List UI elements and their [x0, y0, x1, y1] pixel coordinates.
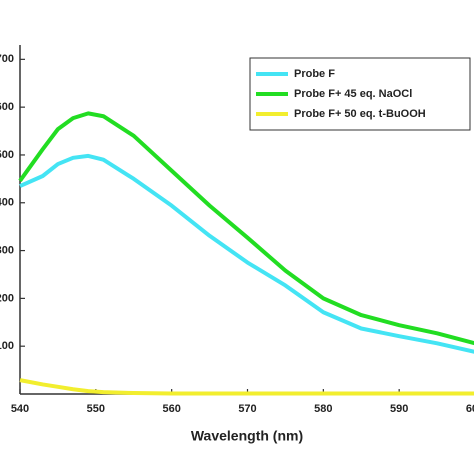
- data-line: [19, 378, 474, 396]
- legend-label: Probe F: [294, 68, 335, 80]
- x-tick-label: 590: [390, 403, 408, 415]
- y-tick-label: 200: [0, 292, 14, 304]
- legend-label: Probe F+ 50 eq. t-BuOOH: [294, 108, 426, 120]
- y-tick-label: 400: [0, 197, 14, 209]
- x-axis-title: Wavelength (nm): [191, 428, 303, 444]
- x-tick-label: 550: [87, 403, 105, 415]
- y-tick-label: 600: [0, 101, 14, 113]
- legend-label: Probe F+ 45 eq. NaOCl: [294, 88, 412, 100]
- x-tick-label: 600: [466, 403, 474, 415]
- y-tick-label: 300: [0, 244, 14, 256]
- data-line: [19, 153, 474, 354]
- data-line: [18, 111, 474, 346]
- x-tick-label: 570: [238, 403, 256, 415]
- y-tick-label: 100: [0, 340, 14, 352]
- y-tick-label: 700: [0, 53, 14, 65]
- y-tick-label: 500: [0, 149, 14, 161]
- x-tick-label: 540: [11, 403, 29, 415]
- x-tick-label: 560: [162, 403, 180, 415]
- x-tick-label: 580: [314, 403, 332, 415]
